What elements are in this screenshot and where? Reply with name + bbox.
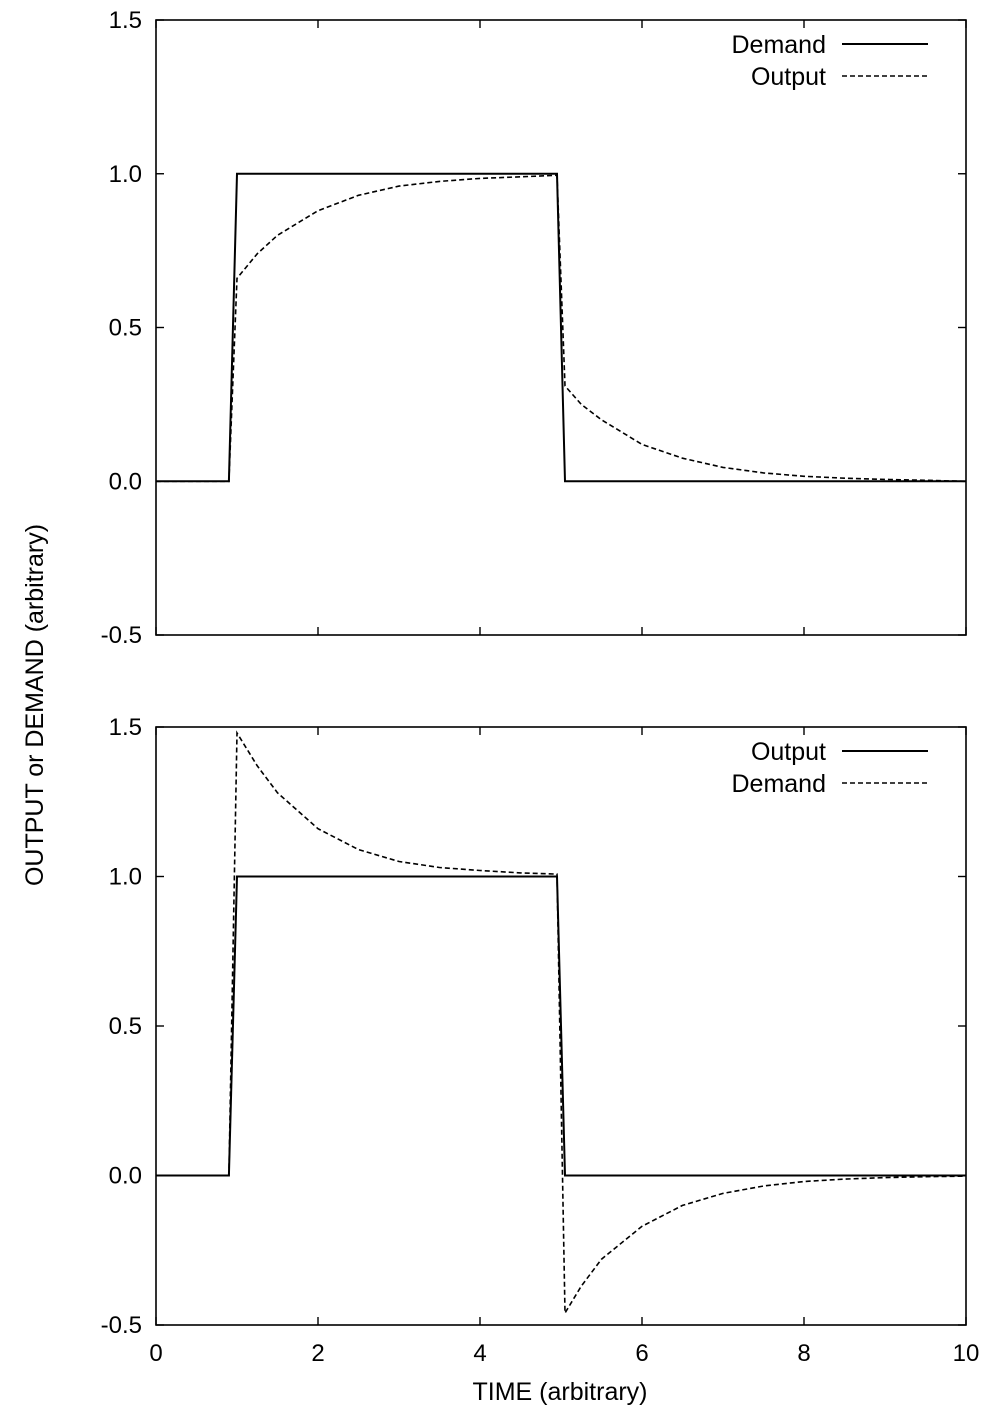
legend-label: Demand xyxy=(732,770,827,798)
x-tick-label: 8 xyxy=(797,1340,810,1367)
x-tick-label: 6 xyxy=(635,1340,648,1367)
y-tick-label: -0.5 xyxy=(101,622,142,649)
bottom-panel: -0.5 0.0 0.5 1.0 1.5 0 2 4 6 8 10 Output Demand xyxy=(101,714,980,1367)
y-tick-label: 1.5 xyxy=(109,7,142,34)
y-tick-label: 0.5 xyxy=(109,1013,142,1040)
y-tick-label: 0.0 xyxy=(109,1163,142,1190)
top-panel: -0.5 0.0 0.5 1.0 1.5 Demand Output xyxy=(101,7,967,649)
series-line-demand xyxy=(156,172,966,483)
x-tick-label: 2 xyxy=(311,1340,324,1367)
legend-label: Output xyxy=(751,63,826,91)
series-line-demand xyxy=(156,730,967,1316)
y-tick-label: -0.5 xyxy=(101,1312,142,1339)
y-axis-label: OUTPUT or DEMAND (arbitrary) xyxy=(21,524,49,886)
legend-label: Output xyxy=(751,738,826,766)
x-tick-label: 4 xyxy=(473,1340,486,1367)
y-tick-label: 1.0 xyxy=(109,161,142,188)
legend-label: Demand xyxy=(732,31,827,59)
x-tick-label: 0 xyxy=(149,1340,162,1367)
series-line-output xyxy=(156,174,967,483)
x-axis-label: TIME (arbitrary) xyxy=(473,1378,648,1406)
x-tick-label: 10 xyxy=(953,1340,980,1367)
y-tick-label: 0.5 xyxy=(109,315,142,342)
y-tick-label: 1.0 xyxy=(109,864,142,891)
y-tick-label: 0.0 xyxy=(109,468,142,495)
y-tick-label: 1.5 xyxy=(109,714,142,741)
